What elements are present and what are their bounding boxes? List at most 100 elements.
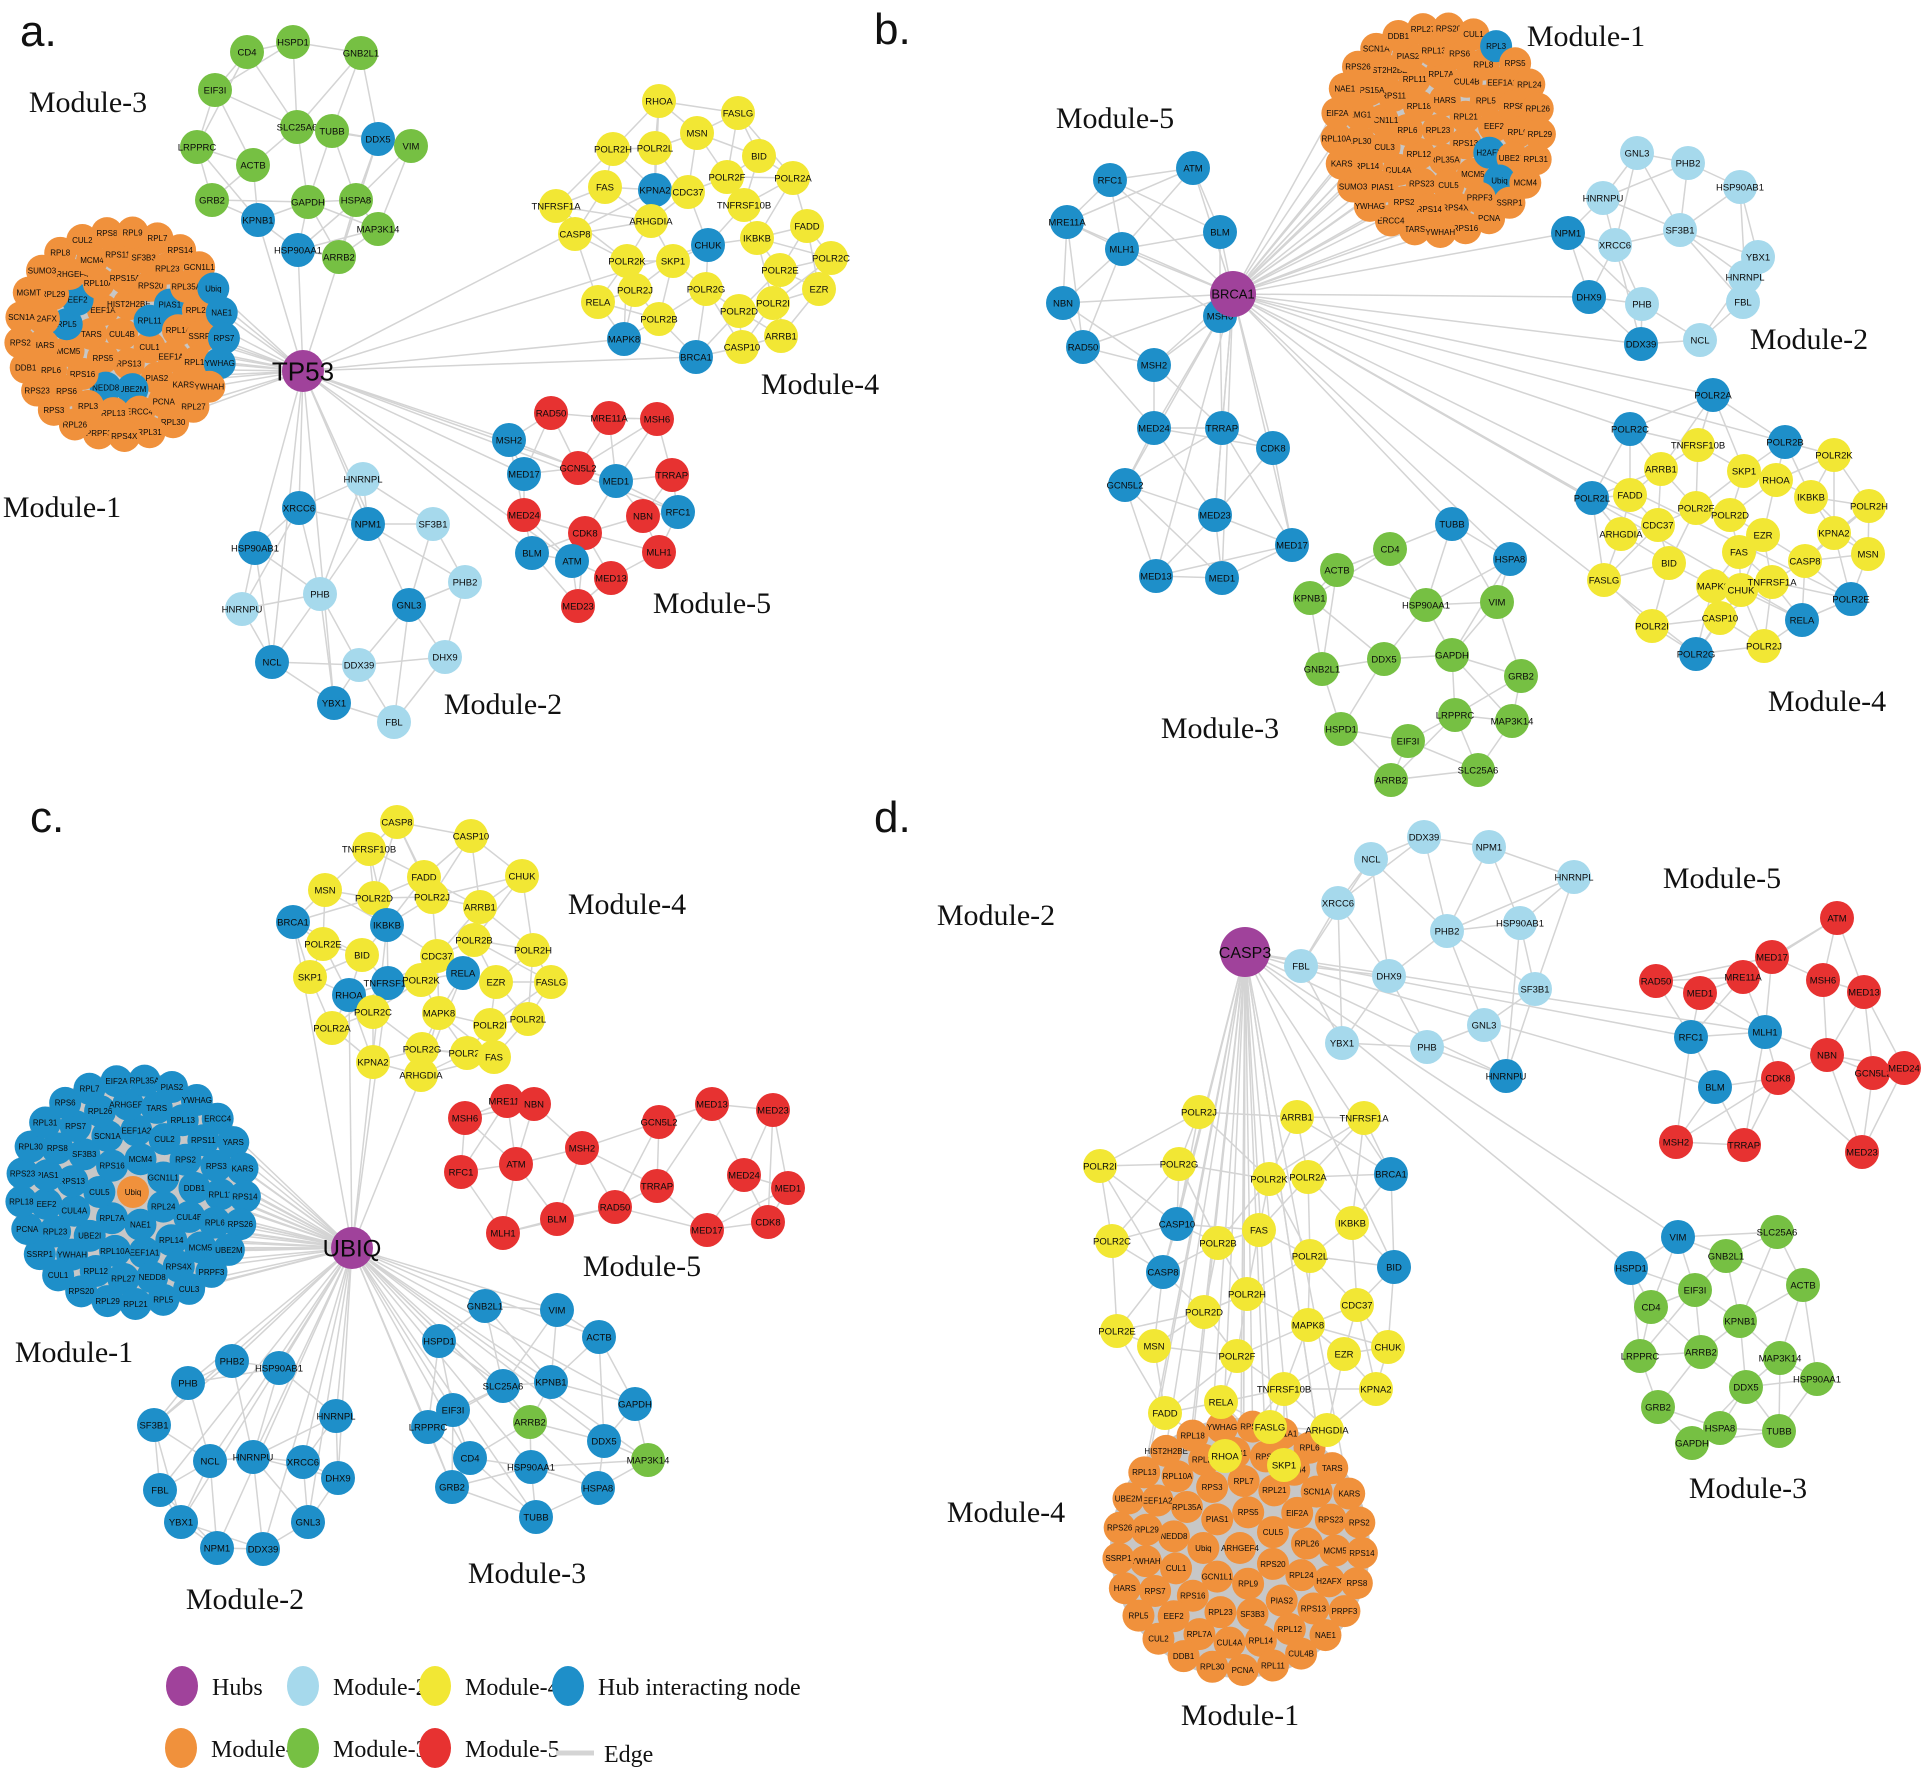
node-HSPD1[interactable]: HSPD1: [422, 1324, 456, 1358]
node-KARS[interactable]: KARS: [1325, 147, 1358, 180]
node-circle-CUL5[interactable]: [1256, 1516, 1289, 1549]
node-circle-MED17[interactable]: [1755, 940, 1789, 974]
node-CHUK[interactable]: CHUK: [1724, 573, 1758, 607]
node-FAS[interactable]: FAS: [1722, 535, 1756, 569]
node-CASP10[interactable]: CASP10: [453, 819, 489, 853]
node-MSH6[interactable]: MSH6: [448, 1101, 482, 1135]
node-TARS[interactable]: TARS: [1316, 1452, 1349, 1485]
node-MED24[interactable]: MED24: [1887, 1051, 1921, 1085]
node-circle-RPS26[interactable]: [224, 1208, 257, 1241]
node-circle-MSH2[interactable]: [1659, 1125, 1693, 1159]
node-circle-RPS2[interactable]: [1343, 1506, 1376, 1539]
node-CUL2[interactable]: CUL2: [1142, 1622, 1175, 1655]
node-circle-RPL26[interactable]: [1290, 1527, 1323, 1560]
node-PHB2[interactable]: PHB2: [1671, 146, 1705, 180]
node-HNRNPL[interactable]: HNRNPL: [316, 1399, 356, 1433]
node-circle-GAPDH[interactable]: [1675, 1426, 1709, 1460]
node-TUBB[interactable]: TUBB: [519, 1500, 553, 1534]
node-RPL29[interactable]: RPL29: [1523, 118, 1556, 151]
node-MED23[interactable]: MED23: [561, 589, 595, 623]
node-circle-EZR[interactable]: [479, 965, 513, 999]
node-circle-FASLG[interactable]: [1253, 1410, 1287, 1444]
node-TNFRSF1A[interactable]: TNFRSF1A: [363, 966, 413, 1000]
node-circle-YWHAH[interactable]: [1424, 215, 1457, 248]
node-circle-POLR2E[interactable]: [763, 253, 797, 287]
node-HNRNPL[interactable]: HNRNPL: [1554, 860, 1594, 894]
node-circle-GCN5L2[interactable]: [561, 451, 595, 485]
node-circle-HARS[interactable]: [1108, 1572, 1141, 1605]
node-MCM4[interactable]: MCM4: [124, 1143, 157, 1176]
node-KPNA2[interactable]: KPNA2: [1817, 516, 1851, 550]
node-circle-KPNA2[interactable]: [1359, 1372, 1393, 1406]
node-circle-TRRAP[interactable]: [640, 1169, 674, 1203]
node-TRRAP[interactable]: TRRAP: [1205, 411, 1239, 445]
node-RHOA[interactable]: RHOA: [1759, 463, 1793, 497]
node-circle-POLR2L[interactable]: [511, 1002, 545, 1036]
node-circle-YBX1[interactable]: [1325, 1026, 1359, 1060]
node-NPM1[interactable]: NPM1: [1472, 830, 1506, 864]
node-circle-RPL29[interactable]: [1130, 1513, 1163, 1546]
node-circle-MSH2[interactable]: [565, 1131, 599, 1165]
node-circle-MED1[interactable]: [1205, 561, 1239, 595]
node-circle-NAE1[interactable]: [1309, 1619, 1342, 1652]
node-POLR2E[interactable]: POLR2E: [304, 927, 342, 961]
node-POLR2I[interactable]: POLR2I: [1083, 1149, 1117, 1183]
node-circle-RPS7[interactable]: [207, 322, 240, 355]
node-circle-HSP90AA1[interactable]: [281, 233, 315, 267]
node-circle-MSH2[interactable]: [492, 423, 526, 457]
node-SKP1[interactable]: SKP1: [1727, 454, 1761, 488]
node-EEF1A1[interactable]: EEF1A1: [128, 1236, 161, 1269]
node-circle-KPNA2[interactable]: [356, 1045, 390, 1079]
node-BID[interactable]: BID: [345, 938, 379, 972]
node-MED1[interactable]: MED1: [599, 464, 633, 498]
node-circle-HSPA8[interactable]: [1493, 542, 1527, 576]
node-circle-RELA[interactable]: [1785, 603, 1819, 637]
node-circle-CUL4B[interactable]: [173, 1200, 206, 1233]
node-POLR2A[interactable]: POLR2A: [774, 161, 812, 195]
node-circle-RPS23[interactable]: [1314, 1503, 1347, 1536]
node-circle-HSP90AB1[interactable]: [262, 1351, 296, 1385]
hub-node-TP53[interactable]: TP53: [272, 350, 334, 392]
node-circle-POLR2J[interactable]: [618, 273, 652, 307]
node-GCN5L2[interactable]: GCN5L2: [641, 1105, 678, 1139]
node-circle-RAD50[interactable]: [598, 1190, 632, 1224]
node-FASLG[interactable]: FASLG: [1587, 563, 1621, 597]
node-circle-NAE1[interactable]: [124, 1208, 157, 1241]
node-MAPK8[interactable]: MAPK8: [422, 996, 456, 1030]
node-circle-SF3B1[interactable]: [416, 507, 450, 541]
node-circle-YBX1[interactable]: [164, 1505, 198, 1539]
node-circle-GCN1L1[interactable]: [1201, 1560, 1234, 1593]
node-FBL[interactable]: FBL: [143, 1473, 177, 1507]
node-circle-TNFRSF10B[interactable]: [727, 188, 761, 222]
node-YBX1[interactable]: YBX1: [164, 1505, 198, 1539]
node-circle-CASP8[interactable]: [1788, 544, 1822, 578]
node-DDB1[interactable]: DDB1: [1382, 20, 1415, 53]
node-EZR[interactable]: EZR: [1746, 518, 1780, 552]
node-circle-CHUK[interactable]: [505, 859, 539, 893]
node-circle-HNRNPL[interactable]: [319, 1399, 353, 1433]
node-circle-TRRAP[interactable]: [655, 458, 689, 492]
node-circle-POLR2C[interactable]: [356, 995, 390, 1029]
node-RPS13[interactable]: RPS13: [112, 347, 145, 380]
node-circle-MLH1[interactable]: [1748, 1015, 1782, 1049]
node-circle-IKBKB[interactable]: [1335, 1206, 1369, 1240]
node-BLM[interactable]: BLM: [1203, 215, 1237, 249]
node-NCL[interactable]: NCL: [1683, 323, 1717, 357]
node-RPS16[interactable]: RPS16: [1176, 1579, 1209, 1612]
node-circle-ATM[interactable]: [555, 544, 589, 578]
node-circle-BLM[interactable]: [1203, 215, 1237, 249]
node-circle-POLR2I[interactable]: [473, 1008, 507, 1042]
node-ACTB[interactable]: ACTB: [1320, 553, 1354, 587]
node-circle-MED13[interactable]: [1847, 975, 1881, 1009]
node-POLR2E[interactable]: POLR2E: [1098, 1314, 1136, 1348]
node-CUL2[interactable]: CUL2: [66, 224, 99, 257]
node-circle-POLR2D[interactable]: [357, 881, 391, 915]
node-circle-CASP10[interactable]: [1160, 1207, 1194, 1241]
node-RPL9[interactable]: RPL9: [116, 216, 149, 249]
node-circle-PRPF3[interactable]: [195, 1255, 228, 1288]
node-YBX1[interactable]: YBX1: [1325, 1026, 1359, 1060]
node-circle-TUBB[interactable]: [1435, 507, 1469, 541]
node-circle-MSN[interactable]: [1137, 1329, 1171, 1363]
node-circle-RELA[interactable]: [581, 285, 615, 319]
node-circle-MAP3K14[interactable]: [361, 212, 395, 246]
